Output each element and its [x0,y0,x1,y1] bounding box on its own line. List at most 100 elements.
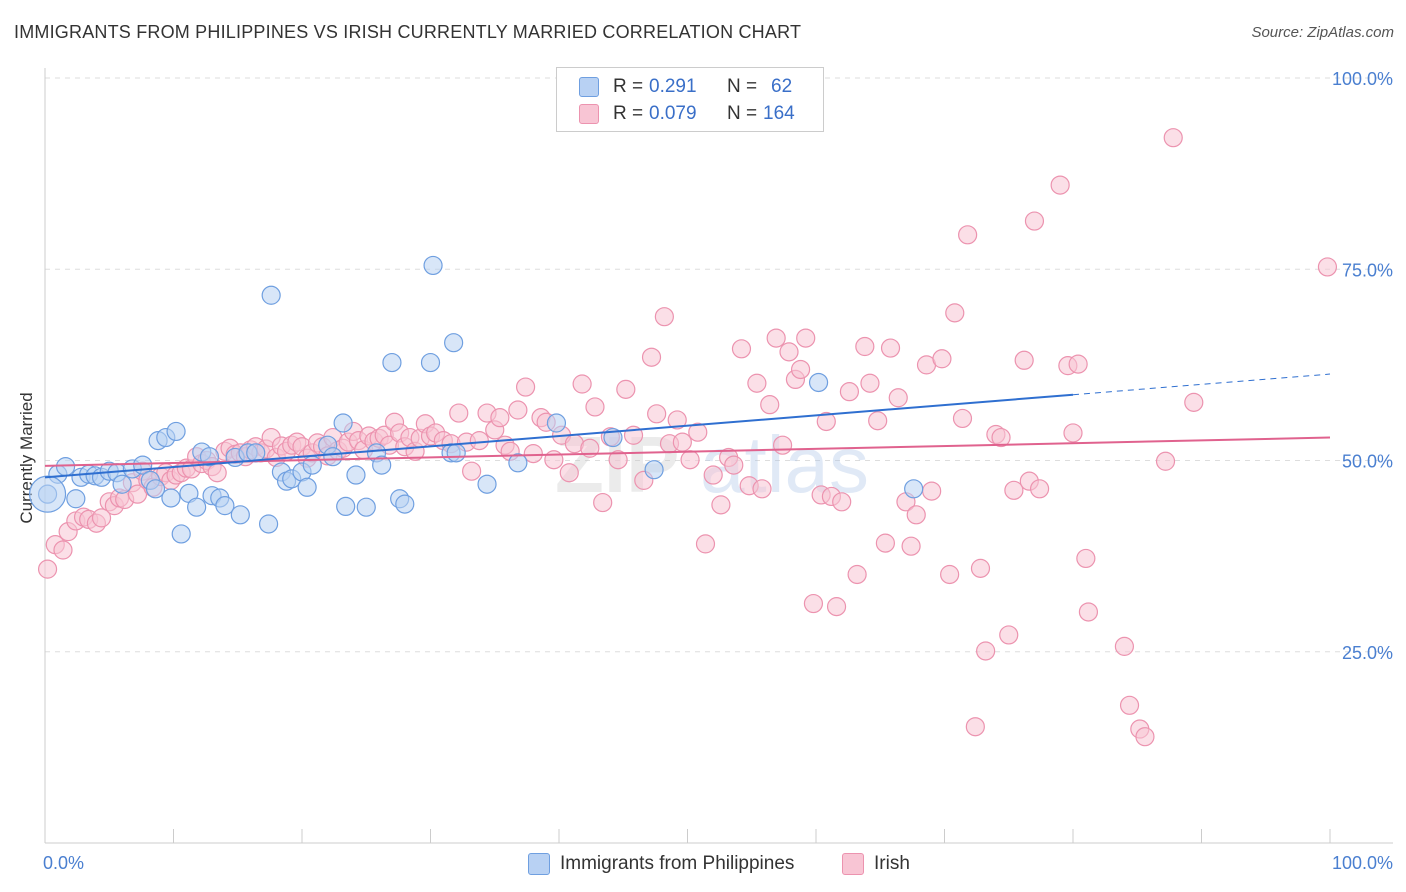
philippines-point [444,333,464,353]
irish-point [826,597,847,617]
legend-r-label: R = [613,103,644,124]
irish-point [779,342,799,362]
irish-points [37,128,1338,747]
y-tick-label: 50.0% [1342,452,1393,472]
philippines-point [323,447,343,467]
irish-point [688,422,708,442]
irish-point [641,347,662,367]
irish-point [816,411,836,432]
irish-point [1155,451,1176,471]
philippines-point [904,479,924,499]
philippines-point [171,524,191,544]
legend-n-value: 164 [763,103,795,124]
legend-r-label: R = [613,76,644,97]
philippines-point [477,474,497,494]
bottom-legend-label-philippines: Immigrants from Philippines [560,853,795,874]
irish-point [1114,636,1135,656]
irish-point [839,382,860,402]
chart-source: Source: ZipAtlas.com [1251,24,1394,41]
irish-point [945,303,965,323]
irish-point [449,403,469,423]
philippines-point [546,413,567,433]
legend-row-irish: R = 0.079 N = 164 [579,101,795,127]
irish-point [654,307,674,327]
y-tick-label: 75.0% [1342,260,1393,280]
irish-point [647,404,667,424]
irish-point [724,455,744,475]
irish-point [958,225,978,245]
irish-point [608,450,628,470]
irish-point [991,427,1011,448]
irish-point [1014,350,1034,370]
irish-point [1184,392,1204,412]
irish-point [932,349,952,369]
irish-point [711,495,731,515]
philippines-point [66,489,86,509]
irish-point [970,558,991,578]
irish-point [855,336,875,357]
irish-point [880,338,901,358]
irish-point [790,359,811,380]
philippines-point [261,285,281,305]
irish-point [695,534,716,554]
x-tick-label: 100.0% [1332,853,1393,873]
irish-point [1063,423,1083,443]
irish-point [559,463,579,483]
trend-lines [44,373,1331,479]
bottom-legend-swatch-philippines [528,853,550,875]
irish-point [847,564,867,585]
legend-swatch-philippines [579,77,599,97]
philippines-point [166,421,186,442]
irish-point [523,444,543,464]
irish-point [1119,695,1140,715]
y-tick-labels: 25.0% 50.0% 75.0% 100.0% [1332,69,1393,663]
irish-point [731,339,752,359]
irish-point [940,564,960,585]
irish-point [1317,257,1338,277]
irish-point [1024,211,1045,231]
philippines-point [112,474,132,494]
gridlines [45,77,1393,653]
philippines-point [302,455,322,475]
irish-point [508,400,528,420]
irish-point [747,373,767,393]
irish-point [832,492,852,512]
philippines-point [161,488,181,508]
irish-point [469,431,489,451]
philippines-point [395,494,415,514]
irish-point [868,411,888,431]
legend-r-value: 0.079 [649,103,697,124]
irish-point [752,479,772,499]
irish-point [796,328,816,348]
philippines-point [423,255,443,276]
irish-point [91,508,112,528]
irish-point [999,625,1019,645]
irish-point [672,432,692,452]
irish-point [572,374,592,394]
irish-point [667,410,687,430]
irish-point [1004,480,1024,500]
philippines-point [808,372,829,393]
irish-point [616,379,636,399]
philippines-trend-line [44,393,1074,479]
philippines-point [420,352,441,373]
philippines-point [356,497,376,517]
irish-point [860,373,880,393]
philippines-point [346,465,366,485]
irish-point [803,593,824,614]
irish-point [1135,727,1155,747]
philippines-point [644,460,664,480]
irish-point [585,397,605,417]
irish-point [888,388,908,408]
irish-point [680,450,700,470]
irish-point [1163,128,1183,148]
irish-point [760,395,780,415]
legend-n-label: N = [727,76,758,97]
irish-trend-line [44,436,1331,467]
philippines-point [603,427,623,448]
irish-point [965,717,985,737]
axes [44,68,1393,844]
philippines-point [297,477,317,497]
philippines-point [372,455,392,475]
